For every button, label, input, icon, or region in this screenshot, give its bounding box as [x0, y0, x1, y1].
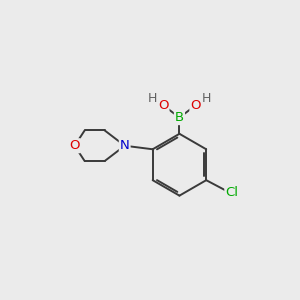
- Text: B: B: [175, 111, 184, 124]
- Text: N: N: [120, 139, 130, 152]
- Text: H: H: [202, 92, 212, 105]
- Text: H: H: [147, 92, 157, 105]
- Text: Cl: Cl: [225, 186, 238, 199]
- Text: O: O: [190, 99, 201, 112]
- Text: O: O: [69, 139, 80, 152]
- Text: O: O: [158, 99, 169, 112]
